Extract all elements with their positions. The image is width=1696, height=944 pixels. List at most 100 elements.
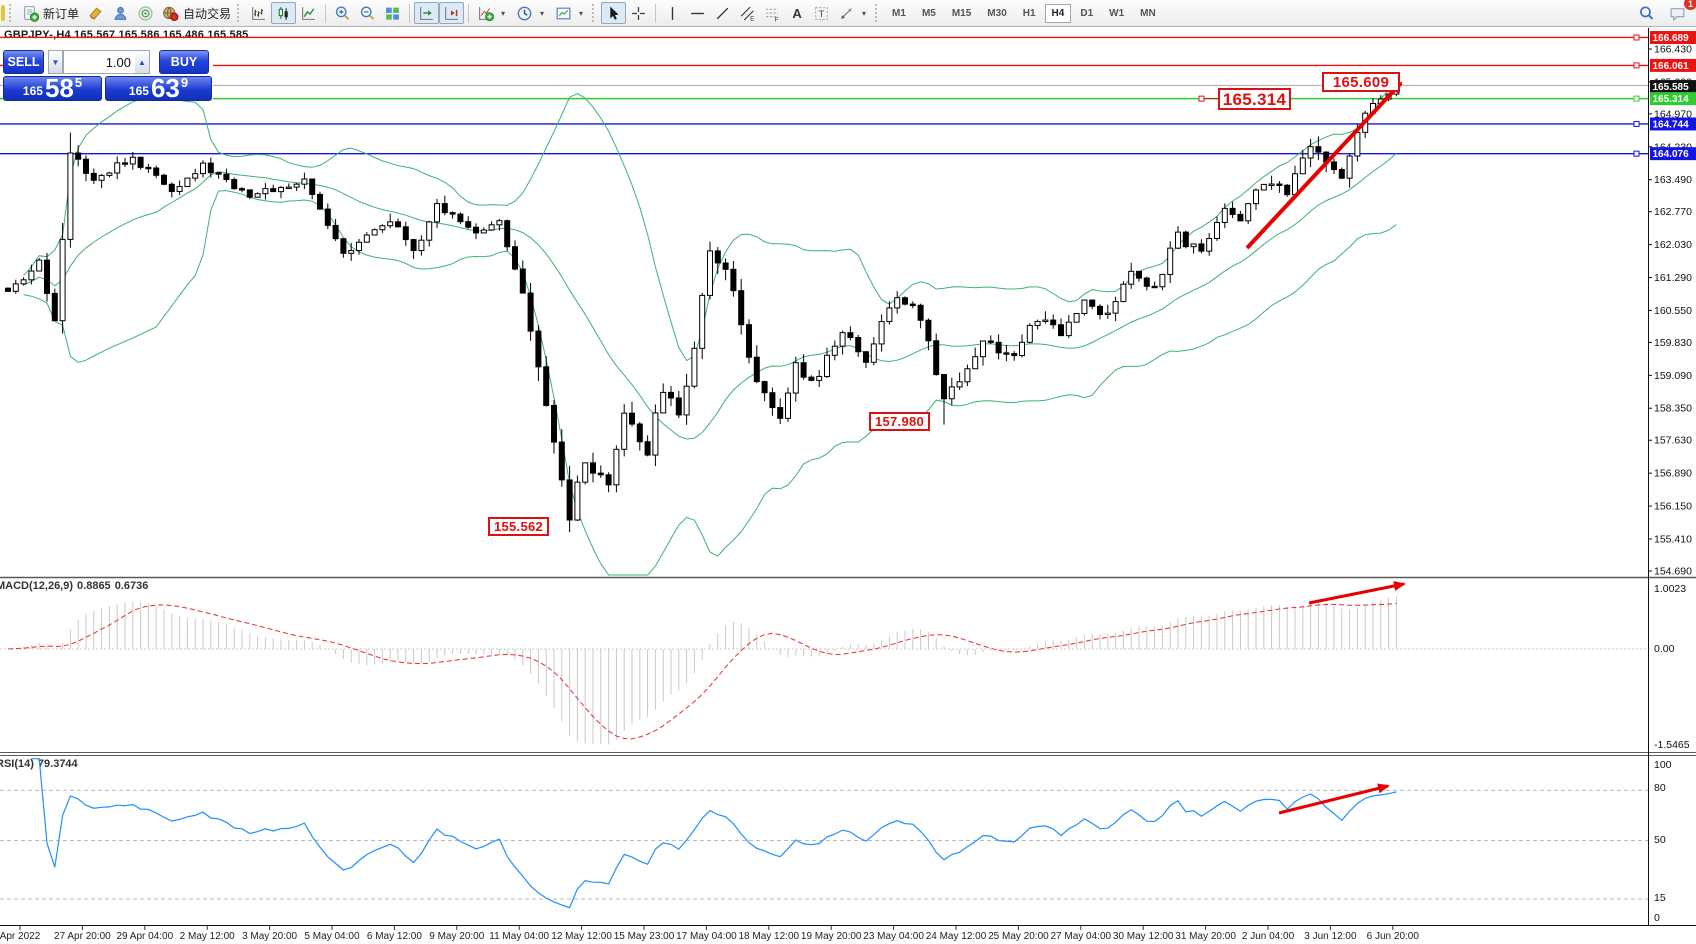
timeframe-M15[interactable]: M15 [945,4,978,23]
indicators-icon [479,6,495,21]
community-button[interactable] [108,2,133,24]
auto-scroll-button[interactable] [414,2,440,24]
timeframe-M5[interactable]: M5 [915,4,943,23]
price-annotation[interactable]: 155.562 [488,517,549,536]
line-chart-button[interactable] [296,2,321,24]
search-button[interactable] [1634,2,1659,24]
price-annotation[interactable]: 165.609 [1322,72,1400,92]
volume-increase-button[interactable]: ▲ [135,50,150,74]
templates-button[interactable]: ▾ [551,2,590,24]
chat-button[interactable] [1665,2,1690,24]
sell-price-pip: 5 [74,75,83,90]
svg-text:T: T [819,9,825,20]
chart-shift-button[interactable] [439,2,465,24]
market-button[interactable] [83,2,108,24]
zoom-out-icon [360,6,375,20]
toolbar-drag-handle[interactable] [237,4,242,22]
new-order-label: 新订单 [43,6,80,21]
text-label-button[interactable]: T [809,2,834,24]
svg-text:166.061: 166.061 [1653,61,1690,72]
toolbar-drag-handle[interactable] [875,4,880,22]
rsi-name: RSI(14) [0,758,34,770]
arrows-dropdown-arrow[interactable]: ▾ [862,8,867,18]
vertical-line-button[interactable] [660,2,685,24]
svg-text:15 May 23:00: 15 May 23:00 [614,931,675,942]
zoom-in-button[interactable] [330,2,355,24]
timeframe-D1[interactable]: D1 [1073,4,1100,23]
cursor-button[interactable] [601,2,627,24]
price-annotation[interactable]: 165.314 [1218,88,1291,110]
text-button[interactable]: A [785,2,809,24]
templates-dropdown-arrow[interactable]: ▾ [579,8,584,18]
bar-chart-button[interactable] [246,2,271,24]
svg-text:166.430: 166.430 [1654,44,1692,56]
svg-text:12 May 12:00: 12 May 12:00 [551,931,612,942]
svg-text:3 Jun 12:00: 3 Jun 12:00 [1304,931,1357,942]
buy-price-box[interactable]: 165 63 9 [105,75,212,101]
channel-button[interactable]: E [735,2,760,24]
indicators-button[interactable]: ▾ [473,2,512,24]
timeframe-H1[interactable]: H1 [1016,4,1043,23]
buy-button[interactable]: BUY [159,50,209,74]
toolbar-separator [409,3,411,23]
indicators-dropdown-arrow[interactable]: ▾ [501,8,506,18]
timeframe-W1[interactable]: W1 [1102,4,1131,23]
search-icon [1640,5,1654,20]
svg-text:18 May 12:00: 18 May 12:00 [738,931,799,942]
arrows-button[interactable]: ▾ [834,2,873,24]
market-icon [89,6,102,20]
svg-text:162.770: 162.770 [1654,206,1692,218]
vertical-line-icon [671,6,674,20]
horizontal-line-button[interactable] [685,2,710,24]
svg-text:11 May 04:00: 11 May 04:00 [489,931,549,942]
line-chart-icon [302,6,315,20]
macd-value-main: 0.8865 [77,580,111,592]
svg-text:29 Apr 04:00: 29 Apr 04:00 [116,931,173,942]
signals-button[interactable] [133,2,158,24]
tile-windows-icon [386,7,399,20]
toolbar-drag-handle[interactable] [592,4,597,22]
timeframe-H4[interactable]: H4 [1044,3,1072,23]
channel-icon: E [740,6,754,22]
candlestick-chart-button[interactable] [271,2,297,24]
periods-dropdown-arrow[interactable]: ▾ [540,8,545,18]
text-tool-letter: A [792,5,802,21]
svg-text:30 May 12:00: 30 May 12:00 [1113,931,1174,942]
svg-text:6 Jun 20:00: 6 Jun 20:00 [1367,931,1420,942]
fibonacci-button[interactable]: F [760,2,785,24]
chart-shift-icon [445,6,458,20]
timeframe-MN[interactable]: MN [1133,4,1163,23]
svg-text:164.970: 164.970 [1654,108,1692,120]
person-icon [114,6,127,20]
svg-text:155.410: 155.410 [1654,533,1692,545]
svg-text:27 Apr 20:00: 27 Apr 20:00 [54,931,111,942]
sell-price-box[interactable]: 165 58 5 [3,75,102,101]
sell-button[interactable]: SELL [3,50,44,74]
crosshair-button[interactable] [626,2,651,24]
fibonacci-icon: F [766,8,779,22]
svg-text:6 May 12:00: 6 May 12:00 [367,931,422,942]
timeframe-M1[interactable]: M1 [885,4,913,23]
svg-text:19 May 20:00: 19 May 20:00 [801,931,862,942]
svg-text:24 May 12:00: 24 May 12:00 [926,931,987,942]
toolbar-drag-handle[interactable] [9,4,14,22]
price-annotation[interactable]: 157.980 [869,412,930,431]
clipped-toolbar-icon [1,5,5,21]
volume-input[interactable] [63,50,135,74]
tile-windows-button[interactable] [380,2,405,24]
svg-text:3 May 20:00: 3 May 20:00 [242,931,297,942]
svg-text:0.00: 0.00 [1654,643,1675,655]
new-order-button[interactable]: 新订单 [18,2,83,24]
svg-text:2 May 12:00: 2 May 12:00 [180,931,235,942]
timeframe-M30[interactable]: M30 [980,4,1013,23]
zoom-out-button[interactable] [355,2,380,24]
auto-trading-button[interactable]: 自动交易 [158,2,235,24]
svg-text:163.490: 163.490 [1654,174,1692,186]
periods-button[interactable]: ▾ [512,2,551,24]
svg-text:165.585: 165.585 [1653,82,1690,93]
text-label-icon: T [815,6,828,20]
volume-decrease-button[interactable]: ▼ [48,50,63,74]
trendline-button[interactable] [710,2,735,24]
